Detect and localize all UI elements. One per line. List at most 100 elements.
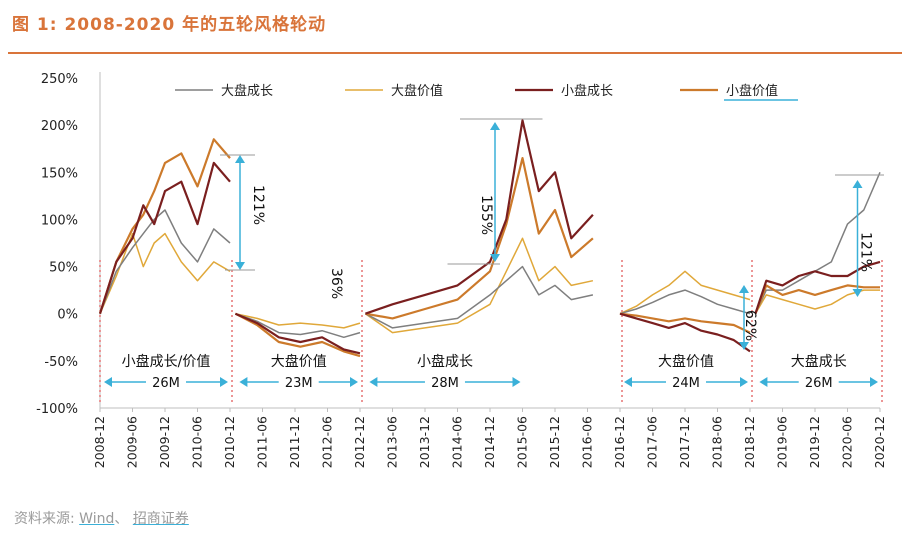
chart-title: 图 1: 2008-2020 年的五轮风格轮动 xyxy=(12,15,327,35)
series-line-小盘价值 xyxy=(98,138,231,315)
period-label: 大盘价值 xyxy=(658,353,714,370)
series-line-小盘价值 xyxy=(234,312,361,358)
series-line-大盘价值 xyxy=(99,232,231,314)
x-tick-label: 2020-06 xyxy=(840,416,855,468)
source-separator: 、 xyxy=(114,511,129,527)
x-tick-label: 2016-12 xyxy=(612,416,627,468)
arrow-head-down xyxy=(490,254,500,262)
period-duration-bg xyxy=(146,373,186,389)
x-tick-label: 2013-06 xyxy=(385,416,400,468)
arrow-head-up xyxy=(739,285,749,293)
x-tick-label: 2015-06 xyxy=(515,416,530,468)
annotation-label: 155% xyxy=(478,195,494,235)
period-duration: 28M xyxy=(431,376,459,391)
period-duration-bg xyxy=(798,373,839,389)
source-note: 资料来源: Wind、 招商证券 xyxy=(14,508,189,528)
period-label: 小盘成长/价值 xyxy=(122,353,211,370)
x-tick-label: 2010-06 xyxy=(190,416,205,468)
series-line-大盘成长 xyxy=(365,265,594,329)
arrow-head-down xyxy=(739,342,749,350)
period-label: 大盘价值 xyxy=(271,353,327,370)
annotation-label: 36% xyxy=(328,268,344,299)
period-arrow-left xyxy=(759,377,768,387)
period-arrow-right xyxy=(350,377,358,387)
x-tick-label: 2008-12 xyxy=(92,416,107,468)
x-tick-label: 2013-12 xyxy=(417,416,432,468)
period-duration: 23M xyxy=(285,376,313,391)
x-tick-label: 2009-12 xyxy=(157,416,172,468)
y-tick-label: -50% xyxy=(44,355,78,370)
series-line-大盘成长 xyxy=(99,209,231,314)
series-line-小盘成长 xyxy=(365,119,594,315)
annotation-label: 121% xyxy=(858,232,874,272)
series-line-大盘成长 xyxy=(619,289,751,315)
source-wind: Wind xyxy=(79,511,115,527)
series-line-小盘成长 xyxy=(754,260,881,315)
x-tick-label: 2014-06 xyxy=(450,416,465,468)
period-arrow-right xyxy=(512,377,521,387)
x-tick-label: 2012-06 xyxy=(320,416,335,468)
series-line-大盘成长 xyxy=(235,312,361,339)
series-line-小盘成长 xyxy=(98,161,231,315)
period-duration-bg xyxy=(424,373,465,389)
x-tick-label: 2019-12 xyxy=(807,416,822,468)
x-tick-label: 2014-12 xyxy=(482,416,497,468)
period-arrow-left xyxy=(104,377,112,387)
x-tick-label: 2011-06 xyxy=(255,416,270,468)
x-tick-label: 2009-06 xyxy=(125,416,140,468)
period-duration: 26M xyxy=(805,376,833,391)
y-tick-label: 0% xyxy=(57,308,78,323)
period-arrow-right xyxy=(870,377,878,387)
series-line-小盘价值 xyxy=(754,284,880,315)
annotation-label: 62% xyxy=(742,310,758,341)
period-arrow-left xyxy=(369,377,378,387)
annotation-label: 121% xyxy=(250,185,266,225)
y-tick-label: 200% xyxy=(41,119,78,134)
x-tick-label: 2019-06 xyxy=(775,416,790,468)
legend-label: 小盘价值 xyxy=(726,83,778,99)
arrow-head-down xyxy=(852,289,863,297)
x-tick-label: 2016-06 xyxy=(580,416,595,468)
period-duration-bg xyxy=(278,373,319,389)
period-duration: 24M xyxy=(672,376,700,391)
x-tick-label: 2020-12 xyxy=(872,416,887,468)
period-arrow-right xyxy=(740,377,748,387)
arrow-head-up xyxy=(490,122,500,130)
y-tick-label: 250% xyxy=(41,72,78,87)
series-line-小盘成长 xyxy=(234,312,361,355)
arrow-head-up xyxy=(235,155,245,163)
y-tick-label: 100% xyxy=(41,213,78,228)
x-tick-label: 2017-06 xyxy=(645,416,660,468)
series-line-大盘价值 xyxy=(619,270,751,315)
period-arrow-left xyxy=(239,377,248,387)
legend-label: 小盘成长 xyxy=(561,83,613,99)
period-arrow-right xyxy=(220,377,228,387)
x-tick-label: 2011-12 xyxy=(287,416,302,468)
series-line-小盘价值 xyxy=(365,157,594,320)
source-prefix: 资料来源: xyxy=(14,511,75,527)
y-tick-label: 150% xyxy=(41,166,78,181)
arrow-head-down xyxy=(235,262,245,270)
period-arrow-left xyxy=(624,377,632,387)
series-line-小盘成长 xyxy=(619,312,751,353)
legend-label: 大盘成长 xyxy=(221,83,273,99)
period-duration: 26M xyxy=(152,376,180,391)
x-tick-label: 2012-12 xyxy=(352,416,367,468)
period-label: 小盘成长 xyxy=(417,353,473,370)
y-tick-label: 50% xyxy=(49,261,78,276)
period-duration-bg xyxy=(666,373,706,389)
arrow-head-up xyxy=(852,180,863,188)
title-rule xyxy=(8,52,902,54)
series-line-小盘价值 xyxy=(619,312,751,334)
x-tick-label: 2010-12 xyxy=(222,416,237,468)
x-tick-label: 2015-12 xyxy=(547,416,562,468)
period-label: 大盘成长 xyxy=(791,353,847,370)
y-tick-label: -100% xyxy=(36,402,78,417)
series-line-大盘价值 xyxy=(235,312,361,329)
x-tick-label: 2018-12 xyxy=(742,416,757,468)
legend-label: 大盘价值 xyxy=(391,83,443,99)
x-tick-label: 2018-06 xyxy=(710,416,725,468)
series-line-大盘价值 xyxy=(364,237,594,334)
x-tick-label: 2017-12 xyxy=(677,416,692,468)
